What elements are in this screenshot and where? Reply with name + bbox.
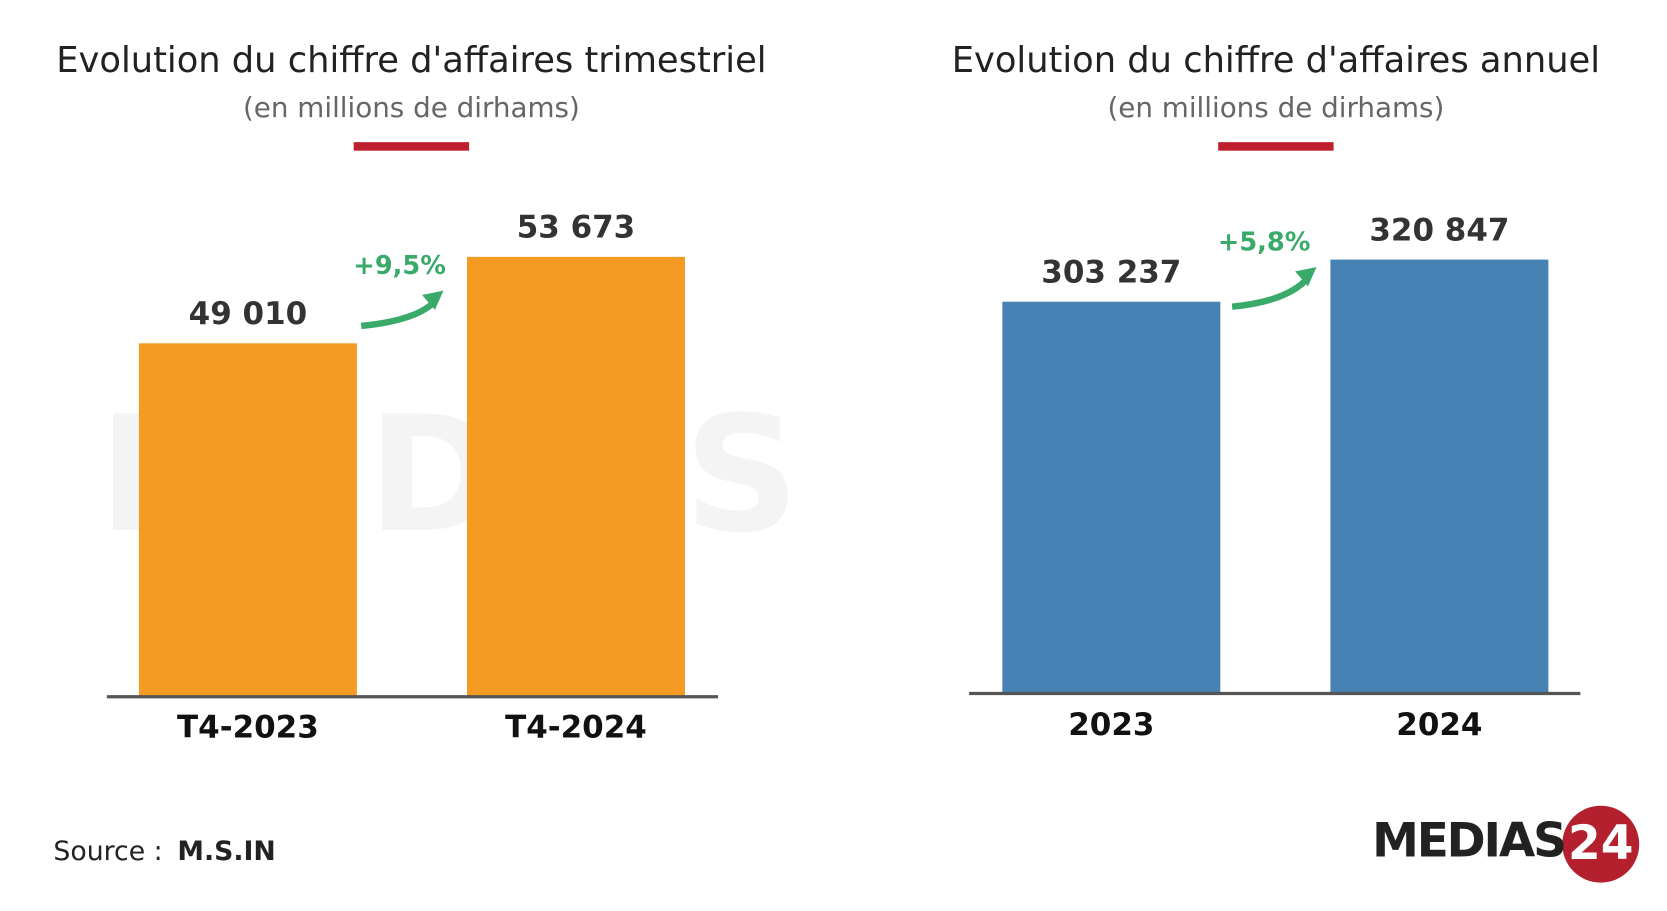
x-tick-label: T4-2023 (177, 709, 319, 745)
growth-annotation: +9,5% (353, 251, 446, 281)
growth-arrow (360, 299, 438, 330)
chart-subtitle: (en millions de dirhams) (243, 91, 580, 124)
x-tick-label: 2023 (1068, 707, 1154, 743)
logo-circle (1562, 805, 1640, 883)
logo-suffix: 24 (1568, 816, 1633, 871)
bar (1330, 259, 1549, 693)
chart-title: Evolution du chiffre d'affaires trimestr… (56, 40, 766, 81)
arrow-head (1295, 267, 1317, 287)
value-label: 53 673 (517, 210, 636, 246)
value-label: 49 010 (189, 296, 308, 332)
title-underline (1218, 142, 1334, 151)
value-label: 320 847 (1369, 212, 1509, 248)
bar (466, 256, 685, 696)
source-label: Source : (53, 836, 162, 867)
source: M.S.IN (177, 836, 275, 867)
logo: MEDIAS (1372, 814, 1565, 869)
x-tick-label: 2024 (1396, 707, 1482, 743)
x-tick-label: T4-2024 (505, 709, 647, 745)
growth-annotation: +5,8% (1218, 228, 1311, 258)
bar (1002, 301, 1221, 693)
chart-subtitle: (en millions de dirhams) (1107, 91, 1444, 124)
bar (138, 343, 357, 696)
chart-title: Evolution du chiffre d'affaires annuel (952, 40, 1600, 81)
arrow-head (422, 290, 444, 310)
title-underline (353, 142, 470, 151)
growth-arrow (1231, 275, 1311, 310)
value-label: 303 237 (1041, 254, 1181, 290)
